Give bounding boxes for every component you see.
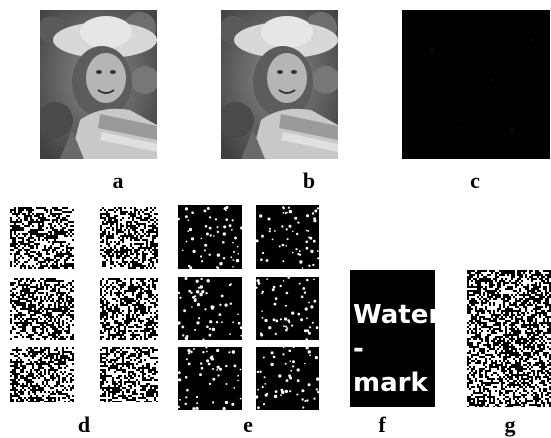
watermarked-image [218,10,340,159]
noise-tile-d-4 [100,278,158,340]
original-image-graphic [37,10,159,159]
noise-tile-d-5 [10,347,74,402]
watermark-line-1: Water [353,300,442,330]
label-f: f [378,412,386,437]
sparse-tile-e-3 [178,277,242,340]
label-d: d [77,412,91,437]
sparse-tile-e-1 [178,205,242,269]
sparse-tile-e-5 [178,347,242,410]
watermarked-image-graphic [218,10,340,159]
noise-tile-d-2 [100,207,158,269]
sparse-tile-e-4 [256,277,319,340]
noise-tile-d-3 [10,278,74,340]
sparse-tile-e-2 [256,205,319,269]
label-g: g [504,412,516,437]
label-e: e [243,412,253,437]
label-a: a [112,168,124,193]
original-image [37,10,159,159]
noise-tile-d-1 [10,207,74,269]
watermark-line-2: -mark [353,334,428,398]
label-c: c [470,168,480,193]
difference-image-graphic [402,10,550,159]
watermark-image: Water -mark [350,270,442,407]
label-b: b [302,168,316,193]
sparse-tile-e-6 [256,347,319,410]
noise-tile-d-6 [100,347,158,402]
difference-image [402,10,550,159]
encrypted-watermark-image [467,270,551,407]
